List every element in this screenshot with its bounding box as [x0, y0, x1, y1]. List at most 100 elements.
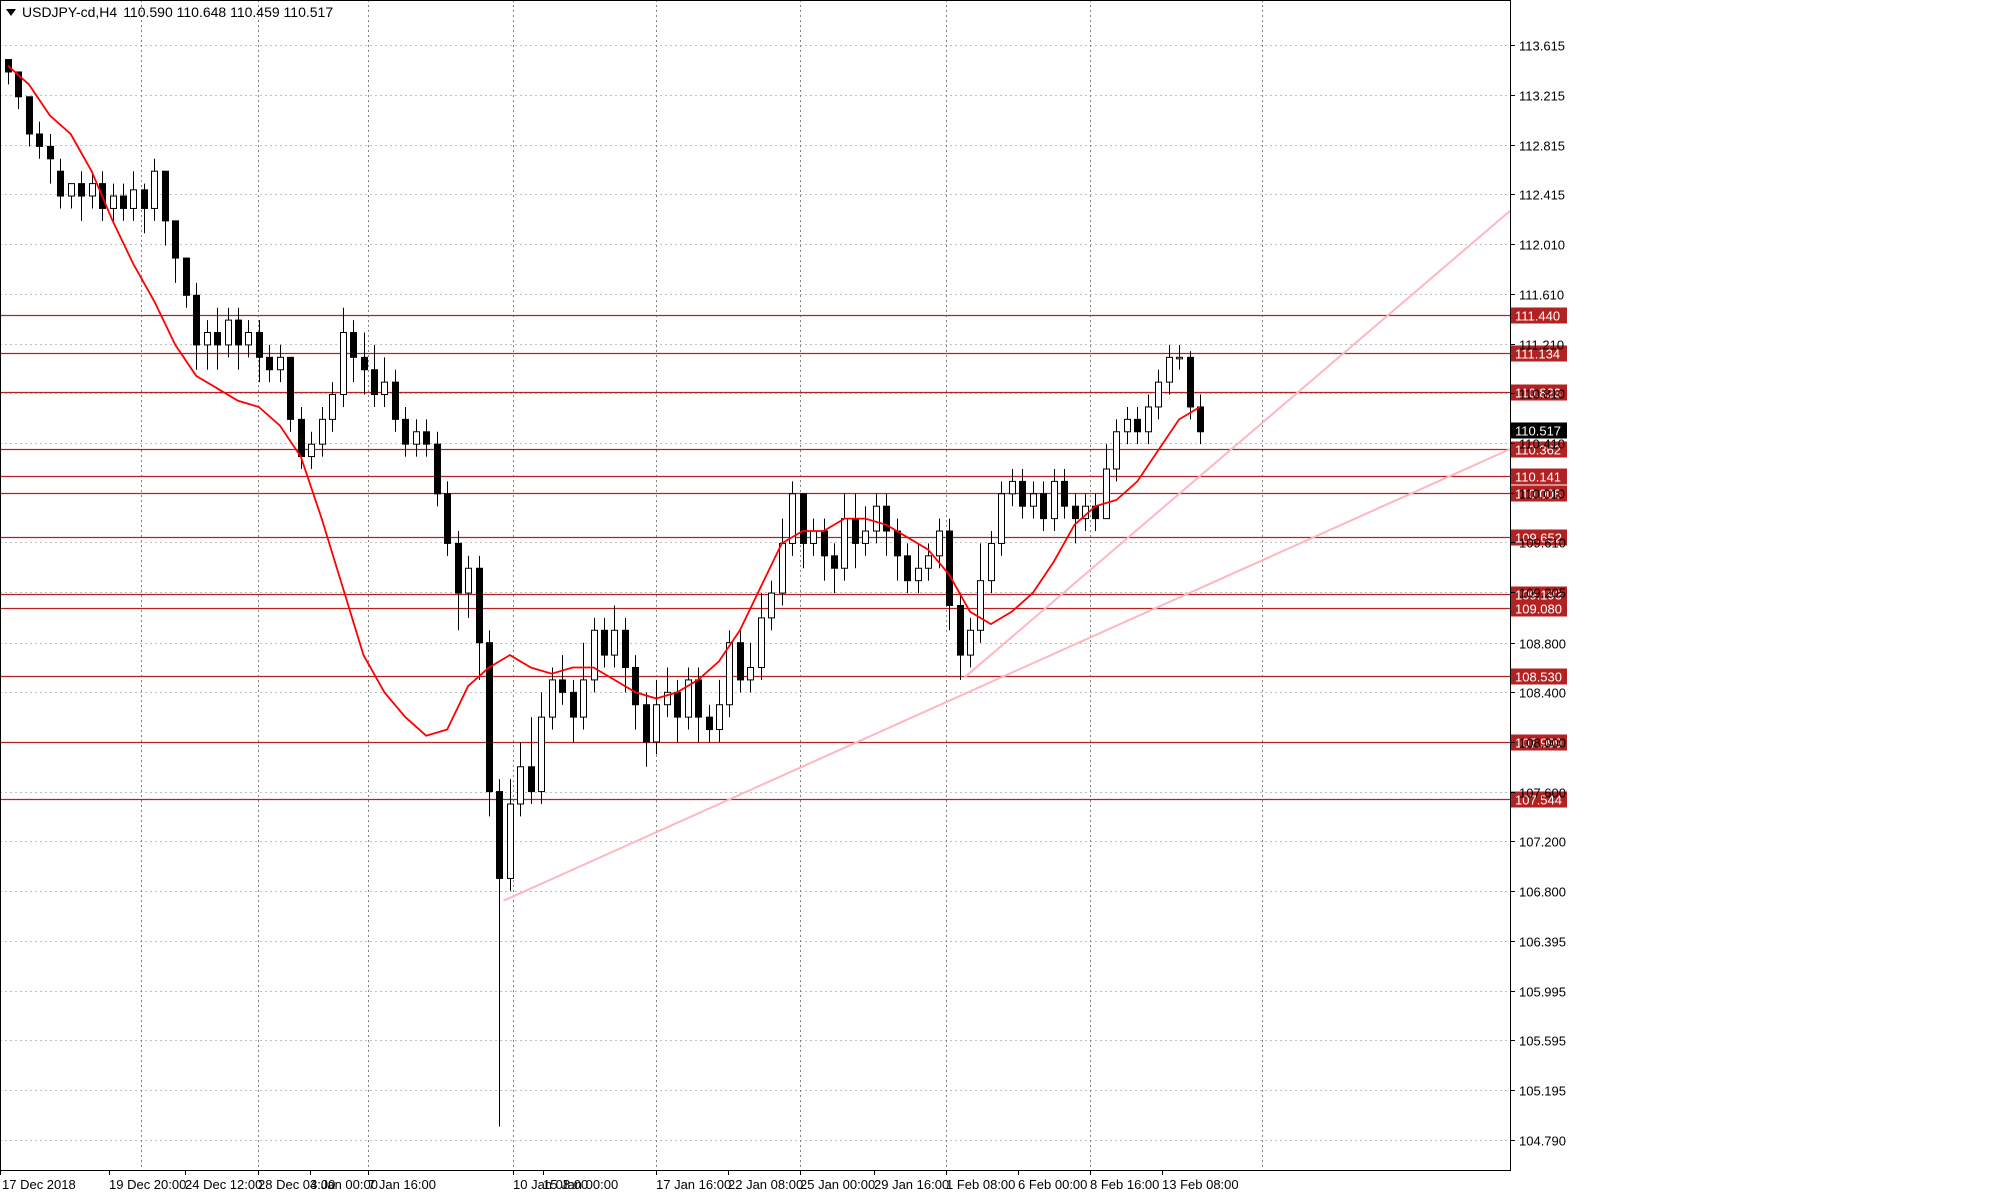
level-label: 110.362	[1515, 443, 1561, 458]
level-tag	[1511, 307, 1567, 324]
x-tick-label: 7 Jan 16:00	[368, 1177, 436, 1192]
y-tick-label: 105.995	[1519, 985, 1566, 1000]
x-tick-label: 28 Dec 04:00	[258, 1177, 335, 1192]
candle-body	[716, 704, 723, 731]
candle-body	[486, 642, 493, 793]
candle-body	[183, 257, 190, 296]
candle-body	[591, 629, 598, 681]
candle-body	[841, 518, 848, 569]
y-tick-label: 112.815	[1519, 139, 1565, 154]
level-tag	[1511, 345, 1567, 362]
level-tag	[1511, 441, 1567, 458]
candle-body	[47, 145, 54, 160]
candle-body	[287, 356, 294, 420]
candle-body	[737, 642, 744, 681]
candle-body	[392, 381, 399, 420]
candle-body	[726, 642, 733, 706]
candle-body	[1124, 418, 1131, 433]
candle-body	[1155, 381, 1162, 408]
y-tick-label: 106.800	[1519, 885, 1566, 900]
candle-body	[308, 443, 315, 458]
candle-body	[789, 493, 796, 544]
candle-body	[852, 518, 859, 544]
y-tick-label: 112.415	[1519, 188, 1565, 203]
price-levels: 111.440 111.134 110.823 110.362 110.141 110.0…	[0, 307, 1567, 808]
level-tag	[1511, 529, 1567, 546]
y-tick-label: 109.205	[1519, 586, 1566, 601]
candle-body	[685, 679, 692, 718]
level-tag	[1511, 600, 1567, 617]
candle-body	[925, 555, 932, 569]
candle-body	[517, 766, 524, 805]
candle-body	[361, 356, 368, 371]
candle-body	[225, 319, 232, 346]
candle-body	[831, 555, 838, 569]
candle-body	[862, 530, 869, 544]
candle-body	[967, 629, 974, 656]
candle-body	[622, 629, 629, 669]
candle-body	[214, 332, 221, 346]
x-tick-label: 17 Jan 16:00	[656, 1177, 731, 1192]
candle-body	[444, 493, 451, 544]
candle-body	[402, 418, 409, 445]
candle-body	[1145, 406, 1152, 433]
y-tick-label: 107.200	[1519, 835, 1566, 850]
candle-body	[957, 604, 964, 656]
x-tick-label: 17 Dec 2018	[2, 1177, 76, 1192]
candle-body	[89, 183, 96, 197]
x-tick-label: 3 Jan 00:00	[310, 1177, 378, 1192]
level-tag	[1511, 384, 1567, 401]
candle-body	[706, 716, 713, 731]
candle-body	[549, 679, 556, 718]
candle-body	[936, 530, 943, 557]
candle-body	[204, 332, 211, 346]
candle-body	[1197, 406, 1204, 433]
x-tick-label: 6 Feb 00:00	[1018, 1177, 1087, 1192]
y-tick-label: 110.410	[1519, 437, 1565, 452]
y-tick-label: 111.210	[1519, 338, 1564, 353]
level-tag	[1511, 734, 1567, 751]
candle-body	[1072, 505, 1079, 520]
candle-body	[1187, 356, 1194, 408]
candle-body	[664, 691, 671, 706]
candle-body	[800, 493, 807, 544]
candle-body	[36, 133, 43, 147]
dropdown-triangle-icon[interactable]	[6, 8, 16, 16]
candle-body	[779, 542, 786, 594]
moving-average-line	[7, 65, 1201, 737]
x-tick-label: 25 Jan 00:00	[800, 1177, 875, 1192]
x-tick-label: 15 Jan 00:00	[543, 1177, 618, 1192]
level-label: 109.652	[1515, 531, 1562, 546]
candle-body	[141, 189, 148, 209]
candle-body	[172, 220, 179, 259]
candle-body	[538, 716, 545, 793]
quote-values: 110.590 110.648 110.459 110.517	[123, 4, 334, 20]
candle-body	[747, 667, 754, 681]
level-label: 109.193	[1515, 588, 1562, 603]
axes: 113.615 113.215 112.815 112.415 112.010 111.6…	[0, 0, 1567, 1192]
candle-body	[266, 356, 273, 371]
x-tick-label: 1 Feb 08:00	[946, 1177, 1015, 1192]
level-label: 107.999	[1515, 736, 1562, 751]
candle-body	[162, 170, 169, 222]
candle-body	[528, 766, 535, 793]
candle-body	[130, 189, 137, 209]
level-label: 110.141	[1515, 470, 1561, 485]
candle-body	[611, 629, 618, 656]
candle-body	[1103, 468, 1110, 520]
current-price-tag	[1511, 422, 1567, 439]
candle-body	[413, 431, 420, 445]
candle-body	[653, 704, 660, 743]
y-tick-label: 110.010	[1519, 487, 1565, 502]
chart-header: USDJPY-cd,H4 110.590 110.648 110.459 110…	[6, 4, 333, 20]
candle-body	[277, 356, 284, 371]
candle-body	[507, 803, 514, 879]
level-tag	[1511, 668, 1567, 685]
y-tick-label: 107.600	[1519, 786, 1566, 801]
candle-body	[810, 530, 817, 544]
candle-body	[476, 567, 483, 644]
y-tick-label: 106.395	[1519, 935, 1566, 950]
candle-body	[350, 332, 357, 358]
